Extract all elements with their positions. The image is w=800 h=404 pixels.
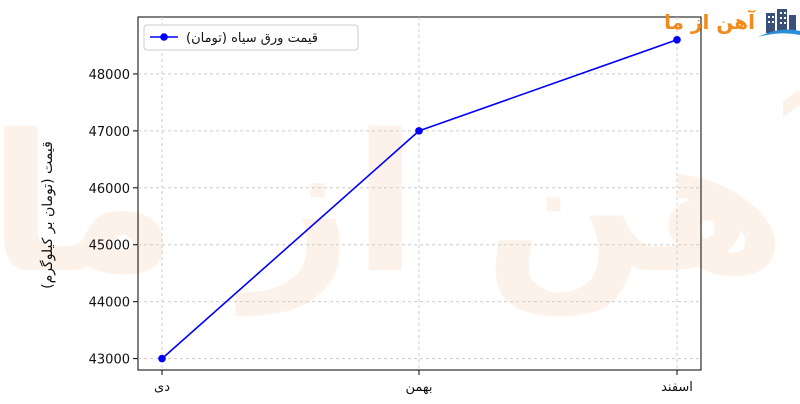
x-tick-label: اسفند: [661, 380, 693, 395]
building-icon: [758, 9, 800, 37]
legend-label: قیمت ورق سیاه (تومان): [186, 31, 318, 46]
brand-name: آهن از ما: [664, 9, 756, 34]
watermark: آهن از ما: [0, 88, 800, 317]
y-tick-label: 43000: [89, 353, 130, 368]
legend: قیمت ورق سیاه (تومان): [143, 24, 359, 51]
data-point: [415, 127, 423, 135]
legend-box: [143, 24, 359, 51]
y-axis-label: قیمت (تومان بر کیلوگرم): [39, 141, 56, 289]
x-tick-label: دی: [154, 380, 170, 395]
axis-ticks: 43000 44000 45000 46000 47000 48000 دی بهمن اسفن…: [89, 68, 693, 395]
x-tick-label: بهمن: [405, 380, 432, 395]
y-tick-label: 44000: [89, 296, 130, 311]
y-tick-label: 48000: [89, 68, 130, 83]
series-layer: [158, 35, 681, 363]
data-point: [158, 354, 166, 363]
brand-logo: آهن از ما: [664, 9, 800, 37]
legend-marker: [160, 33, 168, 41]
y-tick-label: 46000: [89, 182, 130, 197]
y-tick-label: 45000: [89, 239, 130, 254]
y-tick-label: 47000: [89, 125, 130, 140]
grid-lines: [138, 17, 701, 370]
data-point: [673, 35, 681, 44]
